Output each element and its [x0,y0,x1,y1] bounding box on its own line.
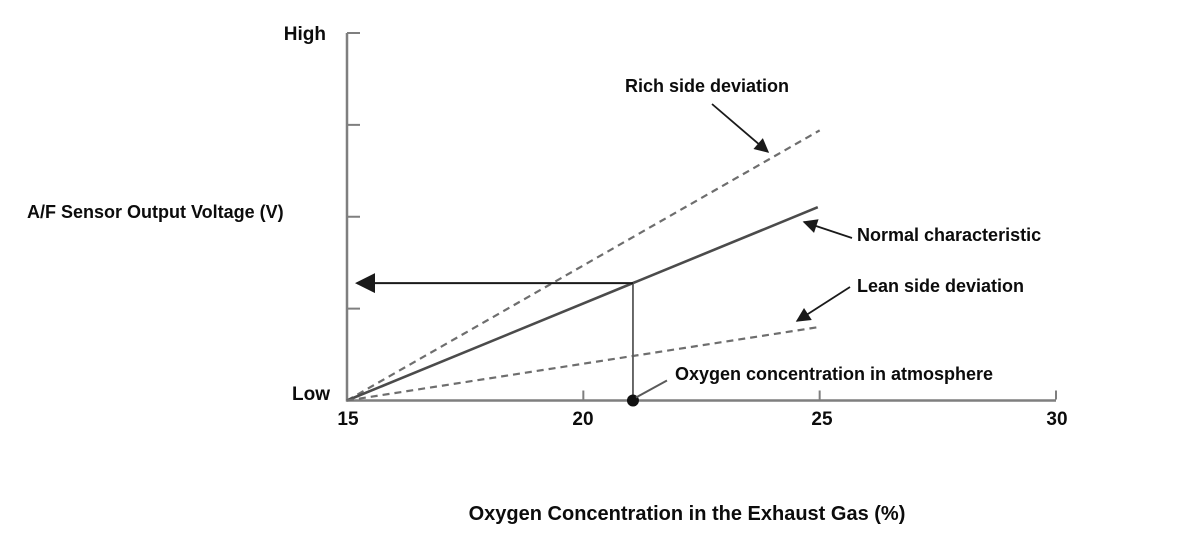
x-tick-label-20: 20 [572,409,594,430]
atmosphere-label-leader [635,379,668,399]
rich-annotation-arrow [711,103,770,153]
lean-side-deviation-label: Lean side deviation [857,276,1025,296]
oxygen-atmosphere-label: Oxygen concentration in atmosphere [675,364,994,384]
normal-characteristic-label: Normal characteristic [857,225,1042,245]
rich-side-deviation-label: Rich side deviation [625,76,790,96]
normal-annotation-arrow [802,219,853,239]
x-axis-title: Oxygen Concentration in the Exhaust Gas … [468,503,906,525]
series-line-rich-side-deviation [346,129,821,402]
x-tick-label-30: 30 [1046,409,1068,430]
x-tick-label-25: 25 [811,409,833,430]
lean-annotation-arrow [795,286,851,322]
series-line-lean-side-deviation [346,326,817,402]
series-line-normal-characteristic [346,205,819,402]
y-axis-low-label: Low [292,384,330,405]
y-axis-high-label: High [283,24,326,45]
y-axis-title: A/F Sensor Output Voltage (V) [27,202,284,222]
x-tick-label-15: 15 [337,409,359,430]
